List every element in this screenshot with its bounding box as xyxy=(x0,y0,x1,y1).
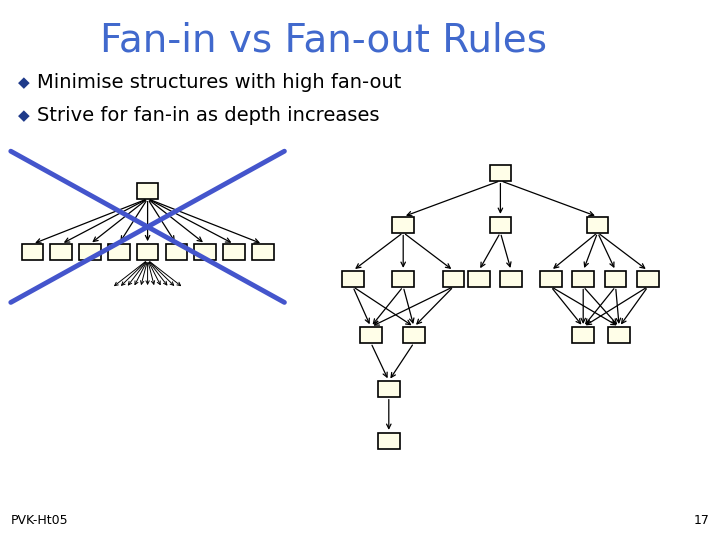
Bar xyxy=(540,271,562,287)
Text: PVK-Ht05: PVK-Ht05 xyxy=(11,514,68,527)
Bar xyxy=(137,244,158,260)
Text: ◆: ◆ xyxy=(18,107,30,123)
Bar xyxy=(79,244,101,260)
Bar xyxy=(166,244,187,260)
Text: Minimise structures with high fan-out: Minimise structures with high fan-out xyxy=(37,73,402,92)
Bar xyxy=(490,165,511,181)
Bar xyxy=(22,244,43,260)
Bar xyxy=(392,271,414,287)
Bar xyxy=(378,433,400,449)
Bar xyxy=(378,381,400,397)
Bar xyxy=(137,183,158,199)
Bar xyxy=(194,244,216,260)
Bar xyxy=(443,271,464,287)
Text: ◆: ◆ xyxy=(18,75,30,90)
Bar xyxy=(252,244,274,260)
Bar xyxy=(223,244,245,260)
Bar xyxy=(500,271,522,287)
Bar xyxy=(637,271,659,287)
Bar xyxy=(468,271,490,287)
Bar xyxy=(392,217,414,233)
Bar xyxy=(342,271,364,287)
Bar xyxy=(572,271,594,287)
Bar xyxy=(605,271,626,287)
Text: Strive for fan-in as depth increases: Strive for fan-in as depth increases xyxy=(37,106,380,125)
Bar xyxy=(490,217,511,233)
Text: Fan-in vs Fan-out Rules: Fan-in vs Fan-out Rules xyxy=(101,22,547,59)
Bar xyxy=(608,327,630,343)
Text: 17: 17 xyxy=(693,514,709,527)
Bar xyxy=(360,327,382,343)
Bar xyxy=(572,327,594,343)
Bar xyxy=(403,327,425,343)
Bar xyxy=(108,244,130,260)
Bar xyxy=(587,217,608,233)
Bar xyxy=(50,244,72,260)
